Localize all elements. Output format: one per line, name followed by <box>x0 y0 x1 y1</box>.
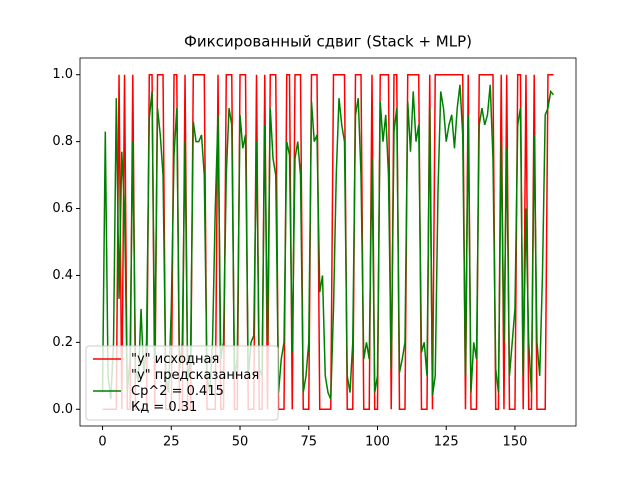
plot-frame <box>79 57 577 427</box>
x-tick-label: 150 <box>503 435 528 450</box>
y-tick-label: 0.0 <box>52 402 73 417</box>
x-tick-label: 0 <box>98 435 106 450</box>
chart-title: Фиксированный сдвиг (Stack + MLP) <box>184 33 472 51</box>
y-tick-label: 1.0 <box>52 67 73 82</box>
legend-label-line: "y" исходная <box>131 352 219 367</box>
legend: "y" исходная"y" предсказанная Ср^2 = 0.41… <box>85 345 279 421</box>
legend-label-line: "y" предсказанная <box>131 368 259 383</box>
y-tick-label: 0.6 <box>52 201 73 216</box>
y-tick-label: 0.8 <box>52 134 73 149</box>
x-tick-label: 25 <box>163 435 180 450</box>
y-tick-label: 0.4 <box>52 268 73 283</box>
legend-label: "y" исходная <box>131 352 219 367</box>
legend-box <box>85 345 279 421</box>
x-tick-label: 100 <box>365 435 390 450</box>
y-tick-label: 0.2 <box>52 335 73 350</box>
legend-label-line: Кд = 0.31 <box>131 400 197 415</box>
x-tick-label: 50 <box>232 435 249 450</box>
series-line <box>101 84 555 400</box>
legend-label: "y" предсказанная Ср^2 = 0.415 Кд = 0.31 <box>131 368 259 415</box>
legend-label-line: Ср^2 = 0.415 <box>131 384 224 399</box>
x-tick-label: 125 <box>434 435 459 450</box>
x-tick-label: 75 <box>300 435 317 450</box>
